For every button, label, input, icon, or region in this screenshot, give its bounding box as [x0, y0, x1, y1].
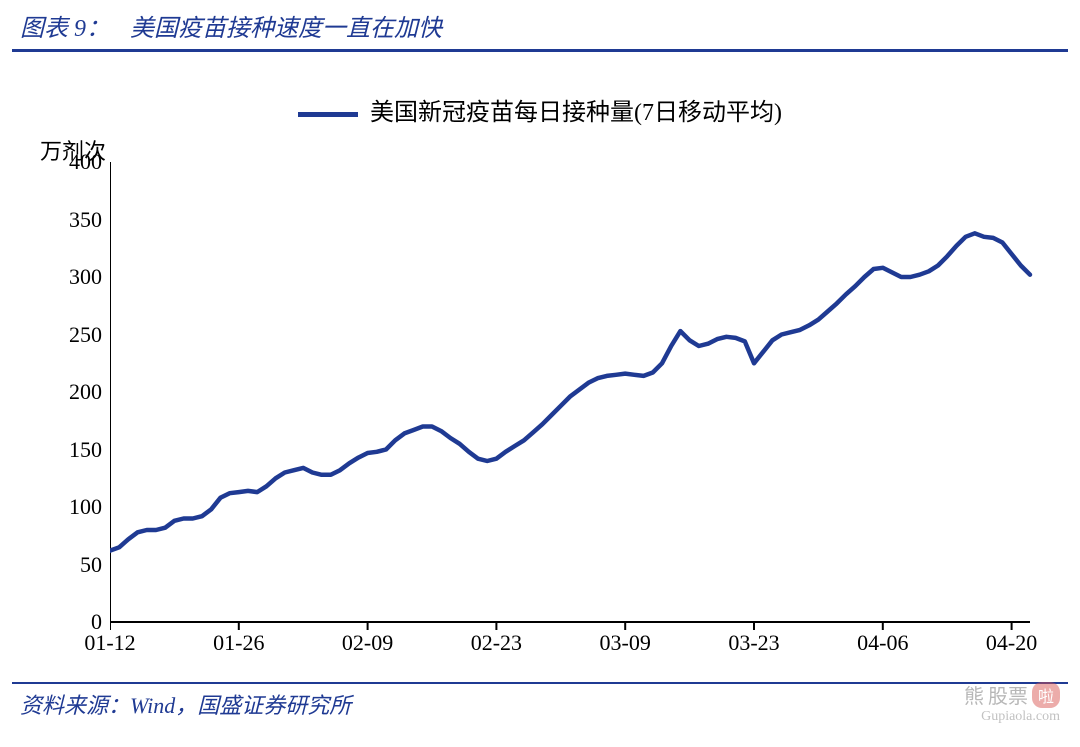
y-tick-label: 300	[32, 264, 102, 290]
watermark-badge: 啦	[1032, 682, 1060, 708]
x-tick-label: 03-09	[600, 630, 651, 656]
watermark-sub: Gupiaola.com	[981, 709, 1060, 725]
y-tick-label: 150	[32, 437, 102, 463]
x-tick-marks	[110, 622, 1012, 630]
x-tick-label: 04-20	[986, 630, 1037, 656]
plot-svg	[110, 162, 1040, 632]
chart-number-label: 图表 9：	[20, 8, 110, 43]
series-line	[110, 233, 1030, 550]
x-tick-label: 03-23	[728, 630, 779, 656]
watermark-text2: 股票	[988, 680, 1028, 709]
footer: 资料来源：Wind，国盛证券研究所	[0, 688, 1080, 720]
legend: 美国新冠疫苗每日接种量(7日移动平均)	[0, 92, 1080, 127]
x-tick-label: 04-06	[857, 630, 908, 656]
x-tick-label: 02-23	[471, 630, 522, 656]
legend-swatch	[298, 112, 358, 117]
source-text: 资料来源：Wind，国盛证券研究所	[20, 688, 351, 720]
watermark-text1: 熊	[964, 680, 984, 709]
plot-region	[110, 162, 1040, 622]
y-tick-label: 100	[32, 494, 102, 520]
footer-rule	[12, 682, 1068, 684]
x-tick-label: 01-12	[84, 630, 135, 656]
x-tick-label: 02-09	[342, 630, 393, 656]
chart-title: 美国疫苗接种速度一直在加快	[130, 8, 442, 43]
y-tick-label: 200	[32, 379, 102, 405]
chart-area: 美国新冠疫苗每日接种量(7日移动平均) 万剂次 0501001502002503…	[0, 52, 1080, 682]
y-tick-label: 50	[32, 552, 102, 578]
x-tick-label: 01-26	[213, 630, 264, 656]
y-tick-label: 350	[32, 207, 102, 233]
legend-label: 美国新冠疫苗每日接种量(7日移动平均)	[370, 100, 782, 126]
chart-header: 图表 9： 美国疫苗接种速度一直在加快	[0, 0, 1080, 47]
y-tick-label: 250	[32, 322, 102, 348]
y-tick-label: 400	[32, 149, 102, 175]
watermark: 熊 股票 啦 Gupiaola.com	[964, 680, 1060, 725]
